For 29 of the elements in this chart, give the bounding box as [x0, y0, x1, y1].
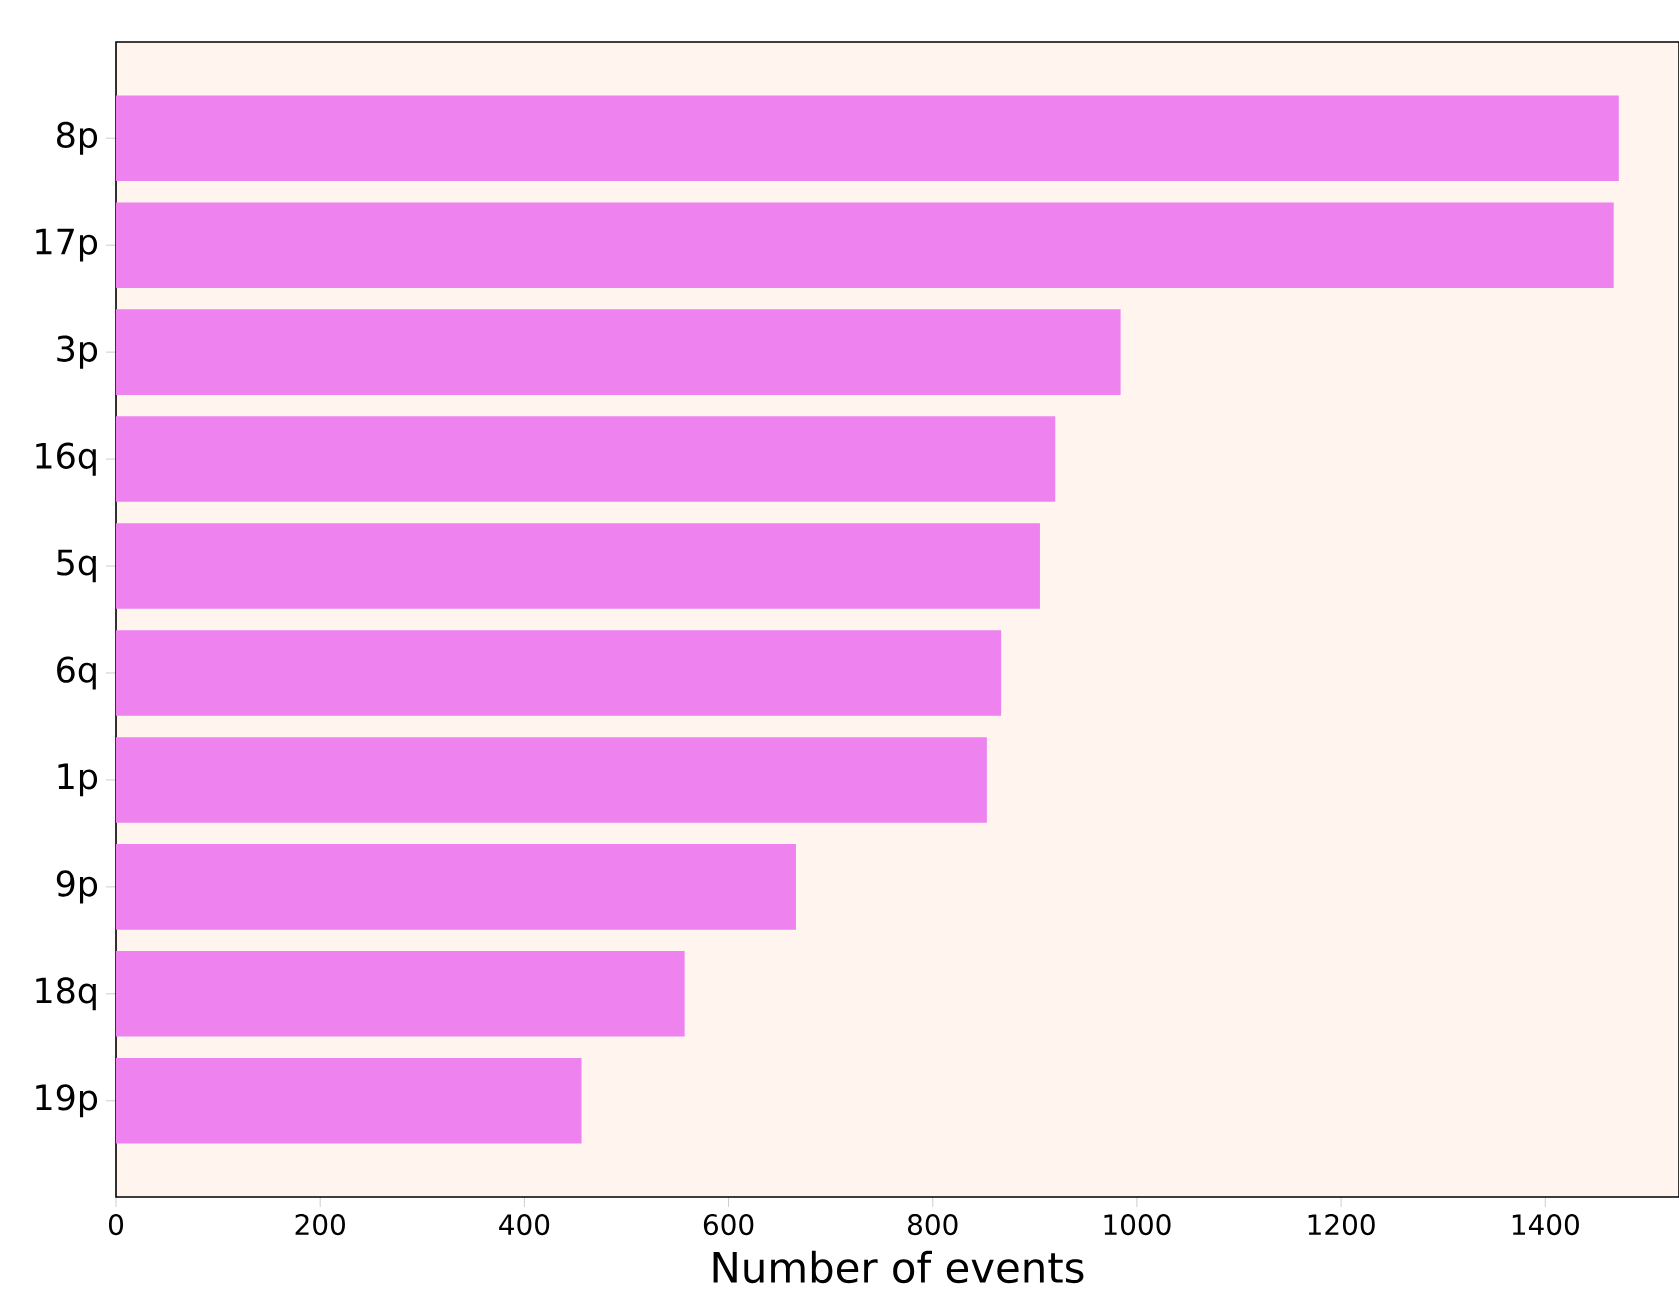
x-tick-label: 1200 — [1308, 1214, 1375, 1236]
x-tick-label: 400 — [499, 1214, 550, 1236]
y-tick-label: 19p — [36, 1084, 98, 1118]
y-tick-label: 5q — [57, 549, 96, 583]
x-tick-label: 1000 — [1104, 1214, 1171, 1236]
bar — [116, 202, 1614, 288]
y-tick-label: 16q — [36, 442, 96, 476]
x-tick-label: 600 — [703, 1214, 754, 1236]
bar — [116, 844, 796, 930]
x-axis-title: Number of events — [713, 1250, 1084, 1284]
y-tick-label: 1p — [58, 763, 98, 797]
y-tick-label: 6q — [57, 656, 96, 690]
y-tick-label: 17p — [36, 228, 98, 262]
x-tick-label: 0 — [108, 1214, 124, 1236]
x-tick-label: 200 — [295, 1214, 345, 1236]
bar — [116, 737, 987, 823]
bar — [116, 951, 685, 1037]
bar — [116, 523, 1040, 609]
y-tick-label: 18q — [36, 977, 96, 1011]
x-tick-label: 1400 — [1512, 1214, 1579, 1236]
y-tick-label: 9p — [56, 870, 98, 904]
bar — [116, 630, 1002, 716]
bar — [116, 416, 1056, 502]
x-tick-label: 800 — [908, 1214, 958, 1236]
bar — [116, 95, 1619, 182]
y-tick-label: 3p — [57, 335, 98, 369]
y-tick-label: 8p — [57, 121, 98, 155]
bar — [116, 1057, 582, 1144]
bar — [116, 309, 1121, 395]
